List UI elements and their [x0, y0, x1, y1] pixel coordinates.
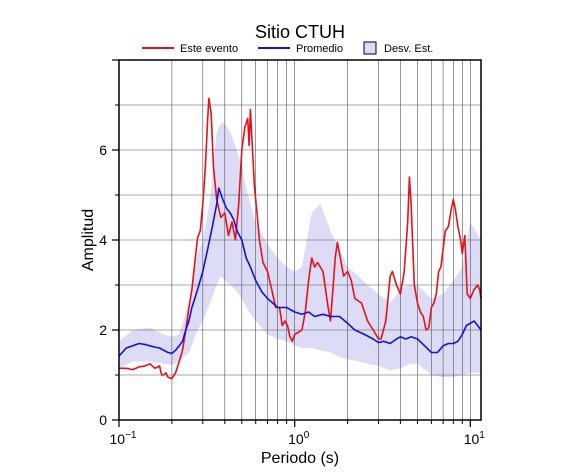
chart-title: Sitio CTUH	[255, 22, 345, 42]
x-axis: 10−1 100 101	[110, 420, 486, 447]
y-axis-title: Amplitud	[80, 209, 97, 271]
x-tick-label: 101	[464, 430, 486, 447]
std-band	[119, 123, 481, 378]
series-line-promedio	[118, 187, 482, 357]
legend-label: Promedio	[296, 43, 343, 55]
legend: Este evento Promedio Desv. Est.	[142, 41, 433, 55]
legend-swatch-box	[363, 41, 377, 55]
std-band-layer	[119, 123, 481, 378]
x-tick-label: 10−1	[110, 430, 137, 447]
legend-label: Desv. Est.	[384, 43, 433, 55]
x-tick-label: 100	[288, 430, 310, 447]
y-tick-label: 4	[99, 232, 107, 248]
y-tick-label: 2	[99, 322, 107, 338]
legend-label: Este evento	[180, 43, 238, 55]
x-axis-title: Periodo (s)	[261, 450, 339, 467]
plot-area	[118, 59, 482, 421]
y-axis: 0 2 4 6	[99, 59, 119, 428]
y-tick-label: 0	[99, 412, 107, 428]
y-tick-label: 6	[99, 142, 107, 158]
grid-layer	[119, 60, 481, 420]
series-line-este-evento	[119, 97, 482, 380]
series-layer	[118, 97, 482, 380]
